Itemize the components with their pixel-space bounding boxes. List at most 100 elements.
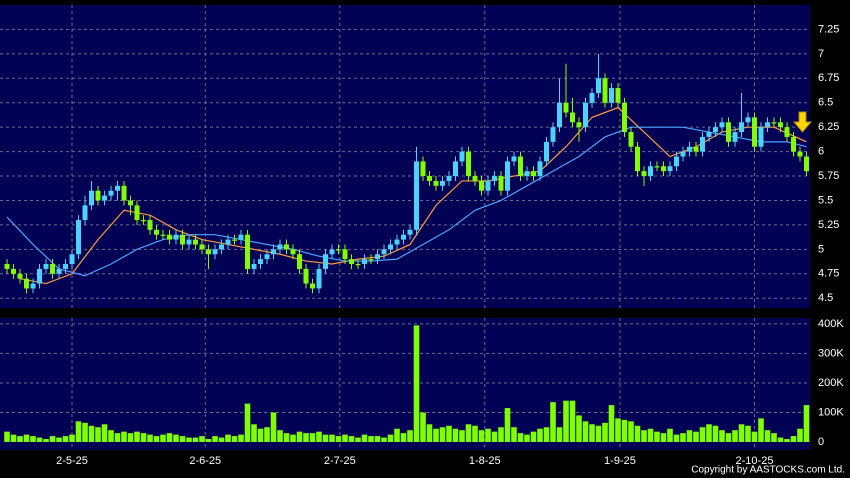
volume-bar (374, 436, 381, 442)
volume-bar (589, 424, 595, 442)
candle-body (738, 122, 744, 133)
candle-body (258, 259, 264, 265)
volume-bar (95, 427, 101, 442)
candle-body (550, 127, 556, 142)
volume-bar (504, 408, 511, 442)
volume-bar (602, 422, 608, 442)
candle-body (264, 254, 270, 260)
volume-bar (621, 419, 628, 442)
candle-body (673, 156, 679, 167)
x-tick-label: 2-5-25 (56, 455, 88, 467)
candle-body (368, 259, 374, 261)
volume-bar (23, 434, 30, 442)
y-tick-label: 0 (818, 436, 824, 448)
candle-body (693, 146, 699, 152)
candle-body (206, 249, 212, 255)
candle-body (141, 220, 147, 222)
volume-bar (238, 434, 244, 442)
candle-body (154, 229, 160, 235)
volume-bar (147, 434, 153, 442)
candle-body (212, 249, 218, 255)
candle-body (199, 244, 205, 250)
volume-bar (537, 428, 543, 442)
candle-body (121, 185, 127, 201)
volume-bar (199, 436, 205, 442)
candle-body (582, 102, 588, 128)
volume-bar (277, 430, 283, 442)
candle-body (667, 166, 673, 172)
volume-bar (43, 439, 49, 442)
volume-bar (101, 424, 108, 442)
candle-body (576, 122, 582, 128)
candle-body (17, 273, 23, 279)
candle-body (446, 176, 452, 181)
volume-bar (283, 433, 290, 442)
volume-bar (127, 433, 134, 442)
candle-body (803, 156, 809, 172)
candle-body (751, 117, 757, 147)
y-tick-label: 6.75 (818, 72, 839, 84)
y-tick-label: 5.75 (818, 170, 839, 182)
candle-body (115, 185, 121, 191)
y-tick-label: 4.5 (818, 292, 833, 304)
candle-body (102, 195, 108, 201)
candle-body (128, 200, 134, 206)
candle-body (355, 264, 361, 266)
candle-body (732, 132, 738, 142)
volume-bar (465, 424, 472, 442)
volume-bar (166, 433, 173, 442)
candle-body (472, 176, 478, 181)
candle-body (680, 151, 686, 157)
candle-body (608, 88, 614, 103)
candle-body (641, 171, 647, 177)
volume-bar (225, 434, 231, 442)
volume-bar (524, 434, 530, 442)
candle-body (284, 244, 290, 250)
volume-bar (56, 437, 62, 442)
candle-body (310, 283, 316, 289)
volume-bar (17, 436, 23, 442)
candle-body (505, 161, 511, 191)
volume-bar (673, 434, 680, 442)
candle-body (543, 141, 549, 162)
candle-body (758, 127, 764, 147)
volume-bar (30, 436, 36, 442)
volume-bar (329, 434, 335, 442)
candle-body (63, 264, 69, 269)
candle-body (336, 249, 342, 251)
volume-bar (303, 433, 309, 442)
volume-bar (153, 436, 160, 442)
volume-bar (160, 434, 166, 442)
volume-bar (693, 431, 699, 442)
y-tick-label: 7 (818, 48, 824, 60)
volume-bar (426, 424, 433, 442)
y-tick-label: 300K (818, 347, 844, 359)
candle-body (531, 171, 537, 177)
candle-body (407, 229, 413, 235)
volume-bar (459, 430, 465, 442)
x-tick-label: 2-10-25 (736, 455, 774, 467)
volume-bar (647, 428, 654, 442)
candle-body (362, 259, 368, 265)
candle-body (511, 156, 517, 162)
volume-bar (10, 434, 17, 442)
volume-bar (218, 437, 225, 442)
volume-bar (342, 434, 348, 442)
candle-body (466, 151, 472, 177)
candle-body (232, 239, 238, 241)
candle-body (556, 102, 562, 128)
volume-bar (472, 425, 478, 442)
volume-bar (511, 427, 517, 442)
candle-body (69, 254, 75, 265)
volume-bar (777, 437, 784, 442)
volume-bar (134, 431, 140, 442)
candle-body (50, 264, 56, 274)
candle-body (459, 151, 465, 162)
volume-bar (634, 425, 641, 442)
y-tick-label: 200K (818, 377, 844, 389)
copyright: Copyright by AASTOCKS.com Ltd. (691, 465, 845, 476)
candle-body (76, 220, 82, 255)
volume-bar (784, 439, 790, 442)
volume-bar (251, 424, 257, 442)
